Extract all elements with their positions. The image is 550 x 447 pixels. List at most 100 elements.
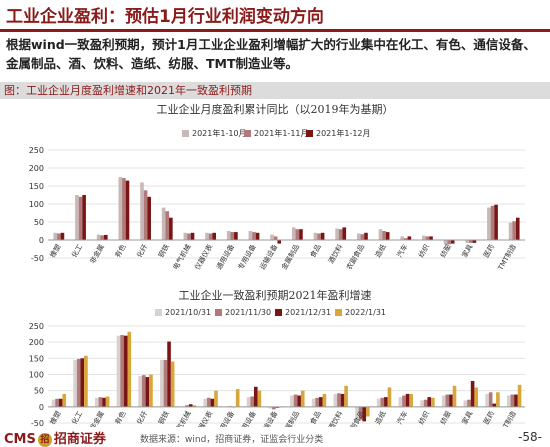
y-tick-0-0: -50 <box>31 254 44 263</box>
legend-swatch-0-0 <box>182 130 189 137</box>
x-tick-0-3: 有色 <box>113 243 128 260</box>
bar-1-1-2 <box>98 397 103 407</box>
bar-1-3-2 <box>105 396 110 407</box>
bar-1-3-18 <box>452 385 457 407</box>
x-tick-0-10: 运输设备 <box>258 243 280 271</box>
bar-0-2-8 <box>234 232 238 240</box>
bar-1-1-11 <box>293 394 298 407</box>
legend-label-1-2: 2021/12/31 <box>285 308 331 317</box>
bar-0-1-11 <box>295 229 300 240</box>
bar-1-0-11 <box>290 395 294 407</box>
bar-1-0-16 <box>398 397 403 407</box>
legend-swatch-1-0 <box>155 309 162 316</box>
bar-1-3-1 <box>84 355 88 407</box>
y-tick-0-2: 50 <box>34 218 44 227</box>
bar-1-1-17 <box>423 399 428 407</box>
bar-1-0-7 <box>203 398 208 407</box>
bar-1-3-5 <box>170 361 175 407</box>
bar-1-0-21 <box>506 395 511 407</box>
bar-1-3-0 <box>62 393 67 407</box>
bar-0-2-1 <box>82 195 86 240</box>
x-tick-1-8: 通用设备 <box>214 409 236 427</box>
bar-0-2-6 <box>190 232 195 240</box>
bar-0-2-3 <box>125 180 130 240</box>
legend-swatch-0-1 <box>244 130 251 137</box>
bar-1-0-4 <box>138 376 142 407</box>
bar-0-0-20 <box>487 207 491 240</box>
bar-1-1-9 <box>250 396 254 407</box>
bar-1-2-6 <box>188 404 193 407</box>
bar-1-1-18 <box>445 394 450 407</box>
x-tick-0-1: 化工 <box>69 243 84 260</box>
bar-0-1-21 <box>512 221 516 240</box>
x-tick-0-12: 食品 <box>308 243 323 260</box>
bar-0-0-9 <box>248 231 253 240</box>
bar-0-2-11 <box>299 229 303 240</box>
bar-0-1-19 <box>468 240 473 243</box>
x-tick-0-0: 橡塑 <box>48 243 63 260</box>
bar-1-3-12 <box>322 393 327 407</box>
bar-1-1-3 <box>120 335 124 407</box>
bar-0-0-11 <box>291 227 296 240</box>
bar-1-1-4 <box>141 375 146 407</box>
bar-0-2-12 <box>320 232 325 240</box>
x-tick-0-20: 医药 <box>481 243 496 260</box>
legend-label-0-0: 2021年1-10月 <box>192 128 247 138</box>
bar-0-2-5 <box>169 217 173 240</box>
bar-1-2-5 <box>167 341 171 407</box>
bar-0-1-18 <box>447 240 451 245</box>
footer: CMS 招招商证券 数据来源：wind，招商证券，证监会行业分类 -58- <box>0 426 550 447</box>
y-tick-0-1: 0 <box>39 236 44 245</box>
x-tick-1-21: TMT制造 <box>495 409 518 427</box>
bar-0-0-16 <box>400 236 404 240</box>
bar-1-3-19 <box>474 387 478 407</box>
bar-0-1-14 <box>360 234 365 240</box>
bar-1-1-5 <box>163 359 168 407</box>
bar-0-0-2 <box>96 234 101 240</box>
bar-1-3-4 <box>149 374 153 407</box>
bar-1-1-10 <box>272 406 276 410</box>
x-tick-0-14: 农副食品 <box>344 243 366 271</box>
bar-0-0-10 <box>270 234 274 240</box>
legend-label-0-2: 2021年1-12月 <box>316 128 371 138</box>
x-tick-1-11: 金属制品 <box>279 409 301 427</box>
logo-cms: CMS <box>4 432 36 447</box>
bar-1-2-17 <box>427 397 432 407</box>
bar-1-0-14 <box>355 406 359 419</box>
x-tick-0-19: 家具 <box>460 243 475 260</box>
bar-0-1-10 <box>273 236 278 240</box>
bar-0-2-18 <box>450 240 455 244</box>
bar-0-1-16 <box>403 238 408 240</box>
bar-1-3-6 <box>192 405 197 407</box>
bar-1-3-3 <box>127 331 132 407</box>
bar-0-2-17 <box>429 236 433 240</box>
bar-0-1-9 <box>252 232 256 240</box>
bar-0-2-2 <box>104 234 108 240</box>
x-tick-0-4: 化纤 <box>135 243 150 260</box>
bar-1-0-1 <box>73 359 77 407</box>
bar-1-2-20 <box>492 403 497 407</box>
legend-swatch-1-1 <box>215 309 222 316</box>
chart2-consensus-forecast: 2021/10/31 2021/11/30 2021/12/31 2022/1/31 -… <box>29 308 525 427</box>
bar-1-1-21 <box>510 394 515 407</box>
bar-1-3-16 <box>409 393 413 407</box>
legend-label-1-3: 2022/1/31 <box>345 308 386 317</box>
x-tick-0-8: 通用设备 <box>214 243 236 270</box>
bar-1-3-21 <box>517 384 522 407</box>
y-tick-1-4: 150 <box>29 354 44 363</box>
bar-1-0-9 <box>246 397 251 407</box>
bar-0-0-8 <box>226 231 231 240</box>
x-tick-1-2: 非金属 <box>88 409 106 427</box>
chart1-monthly-profit: 2021年1-10月 2021年1-11月 2021年1-12月 -50 0 50 100 1… <box>29 128 525 271</box>
bar-1-0-0 <box>51 399 56 407</box>
bar-0-0-17 <box>422 235 426 240</box>
bar-0-2-16 <box>407 236 412 240</box>
bar-1-2-18 <box>449 394 453 407</box>
bar-0-1-2 <box>100 235 105 240</box>
legend-swatch-0-2 <box>306 130 313 137</box>
bar-1-1-12 <box>315 397 320 407</box>
bar-1-3-20 <box>496 392 500 407</box>
legend-label-1-1: 2021/11/30 <box>225 308 271 317</box>
x-tick-0-17: 纺织 <box>416 243 431 260</box>
bar-1-2-14 <box>362 406 366 422</box>
